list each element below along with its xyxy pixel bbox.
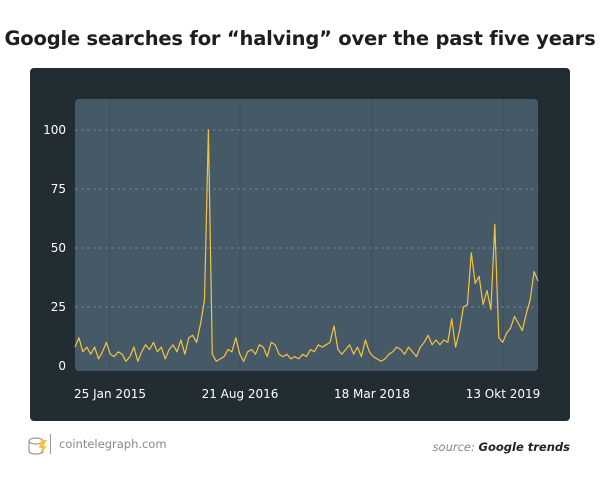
y-tick-label: 0 bbox=[58, 359, 66, 373]
x-tick-label: 18 Mar 2018 bbox=[334, 387, 410, 401]
y-tick-label: 75 bbox=[51, 182, 66, 196]
series-line-halving bbox=[74, 129, 539, 362]
y-tick-label: 100 bbox=[43, 123, 66, 137]
source-name: Google trends bbox=[478, 440, 570, 454]
y-tick-label: 50 bbox=[51, 241, 66, 255]
chart-title: Google searches for “halving” over the p… bbox=[4, 27, 596, 50]
plot-area bbox=[75, 99, 538, 371]
x-tick-label: 25 Jan 2015 bbox=[74, 387, 146, 401]
x-tick-label: 13 Okt 2019 bbox=[466, 387, 541, 401]
source-credit: source: Google trends bbox=[433, 440, 570, 454]
footer-divider bbox=[50, 434, 51, 454]
y-tick-label: 25 bbox=[51, 300, 66, 314]
site-name: cointelegraph.com bbox=[59, 437, 167, 451]
cointelegraph-logo-icon bbox=[28, 437, 47, 455]
x-tick-label: 21 Aug 2016 bbox=[202, 387, 279, 401]
source-prefix: source: bbox=[432, 440, 475, 454]
